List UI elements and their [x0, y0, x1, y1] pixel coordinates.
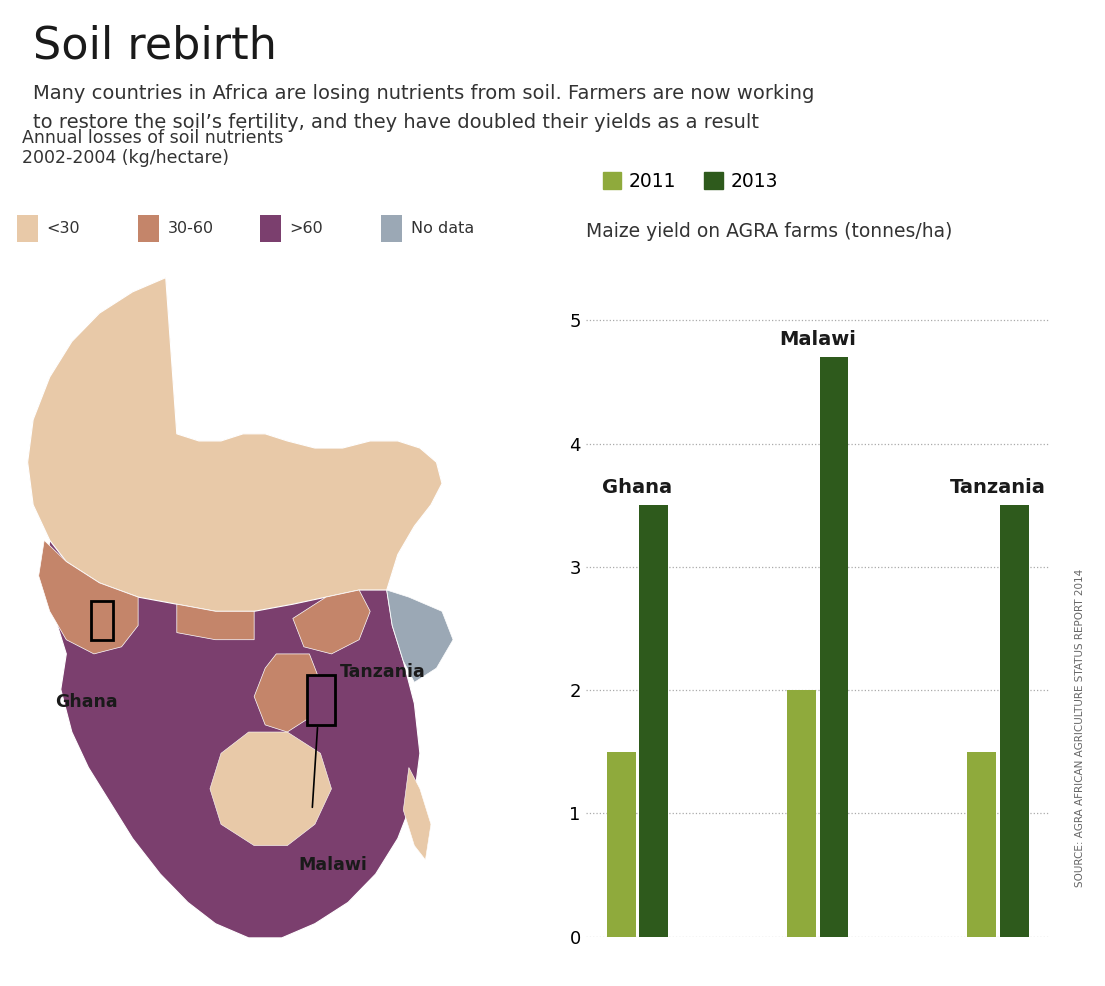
- Text: >60: >60: [290, 221, 323, 237]
- Text: Maize yield on AGRA farms (tonnes/ha): Maize yield on AGRA farms (tonnes/ha): [586, 222, 953, 241]
- Polygon shape: [387, 590, 453, 682]
- Polygon shape: [403, 767, 431, 860]
- Bar: [1000, 505, 1029, 937]
- Bar: [820, 358, 849, 937]
- Polygon shape: [293, 590, 370, 654]
- Text: Tanzania: Tanzania: [950, 477, 1046, 497]
- Bar: [639, 505, 669, 937]
- Text: Malawi: Malawi: [298, 856, 367, 875]
- Text: Ghana: Ghana: [602, 477, 673, 497]
- Text: Soil rebirth: Soil rebirth: [33, 25, 277, 68]
- FancyBboxPatch shape: [260, 215, 281, 243]
- Bar: [787, 690, 815, 937]
- Legend: 2011, 2013: 2011, 2013: [594, 165, 786, 198]
- Text: Annual losses of soil nutrients
2002-2004 (kg/hectare): Annual losses of soil nutrients 2002-200…: [22, 128, 284, 168]
- FancyBboxPatch shape: [17, 215, 38, 243]
- Polygon shape: [39, 540, 138, 654]
- FancyBboxPatch shape: [381, 215, 402, 243]
- Text: SOURCE: AGRA AFRICAN AGRICULTURE STATUS REPORT 2014: SOURCE: AGRA AFRICAN AGRICULTURE STATUS …: [1074, 569, 1085, 887]
- Polygon shape: [28, 278, 442, 611]
- FancyBboxPatch shape: [138, 215, 159, 243]
- Text: Malawi: Malawi: [779, 329, 856, 349]
- Text: 30-60: 30-60: [168, 221, 213, 237]
- Bar: [967, 751, 997, 937]
- Bar: [307, 675, 336, 725]
- Text: <30: <30: [46, 221, 80, 237]
- Text: Many countries in Africa are losing nutrients from soil. Farmers are now working: Many countries in Africa are losing nutr…: [33, 84, 814, 103]
- Text: to restore the soil’s fertility, and they have doubled their yields as a result: to restore the soil’s fertility, and the…: [33, 113, 759, 132]
- Text: Ghana: Ghana: [55, 693, 118, 711]
- Bar: [91, 600, 114, 640]
- Polygon shape: [28, 278, 442, 938]
- Polygon shape: [254, 654, 320, 732]
- Text: Tanzania: Tanzania: [340, 663, 425, 680]
- Bar: [607, 751, 635, 937]
- Polygon shape: [210, 732, 332, 846]
- Text: No data: No data: [411, 221, 474, 237]
- Polygon shape: [177, 604, 254, 640]
